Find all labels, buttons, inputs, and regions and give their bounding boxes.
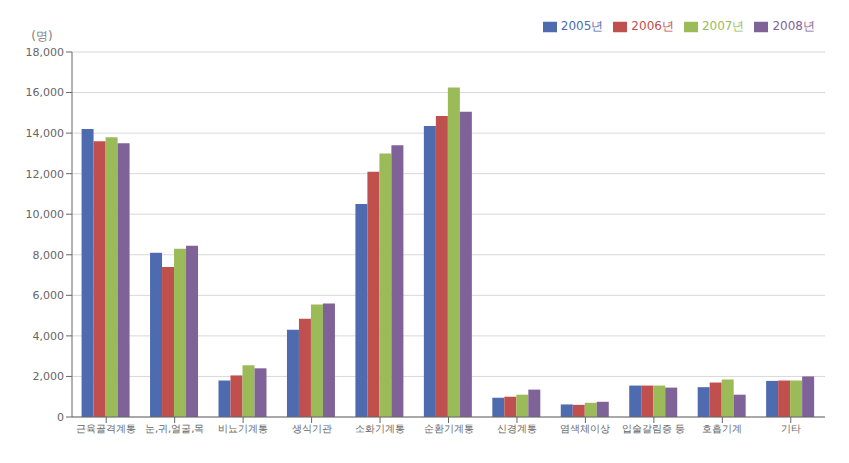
svg-text:근육골격계통: 근육골격계통: [76, 423, 136, 434]
svg-text:14,000: 14,000: [26, 127, 65, 140]
svg-text:신경계통: 신경계통: [497, 423, 537, 434]
svg-text:2,000: 2,000: [33, 370, 65, 383]
html-text:2005년: 2005년: [560, 19, 604, 33]
svg-text:10,000: 10,000: [26, 208, 65, 221]
svg-text:기타: 기타: [781, 423, 801, 434]
svg-text:비뇨기계통: 비뇨기계통: [218, 423, 268, 434]
svg-text:4,000: 4,000: [33, 330, 65, 343]
svg-text:생식기관: 생식기관: [292, 423, 332, 434]
svg-text:18,000: 18,000: [26, 46, 65, 59]
svg-text:순환기계통: 순환기계통: [424, 423, 474, 434]
html-text:2006년: 2006년: [631, 19, 674, 33]
svg-text:8,000: 8,000: [33, 249, 65, 262]
html-text:2008년: 2008년: [772, 19, 815, 33]
svg-text:눈,귀,얼굴,목: 눈,귀,얼굴,목: [145, 423, 205, 434]
svg-text:12,000: 12,000: [26, 168, 65, 181]
svg-text:입술갈림증 등: 입술갈림증 등: [622, 423, 685, 434]
svg-text:16,000: 16,000: [26, 86, 65, 99]
svg-text:(명): (명): [31, 29, 52, 43]
html-text:2007년: 2007년: [701, 19, 745, 33]
svg-text:0: 0: [57, 411, 64, 424]
svg-text:6,000: 6,000: [33, 289, 65, 302]
svg-text:염색체이상: 염색체이상: [560, 423, 610, 434]
svg-text:소화기계통: 소화기계통: [355, 423, 405, 434]
svg-text:호흡기계: 호흡기계: [702, 423, 742, 434]
